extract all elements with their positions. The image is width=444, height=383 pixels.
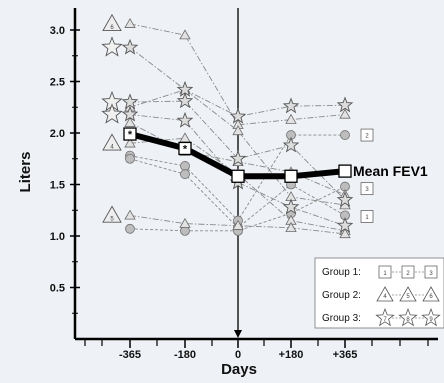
group1-box-label: 3 [365, 187, 369, 193]
legend-triangle-marker [422, 286, 440, 302]
star-point [121, 105, 139, 122]
legend-item-label: 2 [406, 271, 410, 277]
legend-item-label: 4 [383, 294, 387, 300]
triangle-start-marker [102, 133, 122, 151]
triangle-start-marker [102, 205, 122, 223]
legend-item-label: 8 [406, 317, 410, 323]
legend-group-label: Group 2: [322, 290, 361, 301]
y-tick-label: 1.0 [50, 231, 65, 243]
legend-square-marker [424, 265, 438, 279]
y-tick-label: 0.5 [50, 283, 65, 295]
legend-item-label: 9 [429, 317, 433, 323]
x-tick-label: 0 [235, 349, 241, 361]
mean-fev1-label: Mean FEV1 [353, 163, 428, 179]
circle-series-line [129, 186, 346, 232]
triangle-point [285, 113, 297, 124]
group1-box-marker [360, 182, 374, 196]
group1-box-marker [360, 210, 374, 223]
legend-star-marker [375, 307, 395, 327]
legend-item-label: 1 [383, 271, 387, 277]
star-point [336, 216, 354, 233]
legend-star-marker [398, 307, 418, 327]
mean-fev1-point [231, 169, 245, 183]
y-tick-label: 1.5 [50, 180, 65, 192]
x-tick-label: +365 [333, 349, 358, 361]
legend-item-label: 7 [383, 317, 387, 323]
legend-group-label: Group 3: [322, 313, 361, 324]
y-tick-label: 2.0 [50, 128, 65, 140]
legend-square-marker [401, 265, 415, 279]
mean-fev1-point [284, 169, 298, 183]
triangle-point [232, 125, 244, 136]
circle-point [125, 223, 135, 234]
star-point [282, 97, 300, 114]
group1-box-marker [360, 128, 374, 142]
star-start-marker [101, 36, 123, 57]
triangle-start-label: 6 [110, 25, 114, 31]
triangle-point [232, 219, 244, 230]
legend-item-label: 3 [429, 271, 433, 277]
group1-box-label: 1 [365, 215, 369, 221]
triangle-point [124, 209, 136, 220]
legend-triangle-marker [399, 286, 417, 302]
legend-group-label: Group 1: [322, 267, 361, 278]
star-point [336, 96, 354, 113]
triangle-start-marker [102, 13, 122, 32]
triangle-point [179, 217, 191, 228]
x-tick-label: -365 [119, 349, 141, 361]
triangle-point [179, 132, 191, 143]
mean-fev1-point [123, 127, 137, 141]
star-point [121, 38, 139, 55]
triangle-series-line [129, 89, 346, 206]
star-point [282, 136, 300, 153]
circle-point [340, 130, 350, 140]
star-point [176, 111, 194, 128]
x-tick-label: +180 [279, 349, 304, 361]
triangle-point [339, 228, 351, 239]
legend-square-marker [378, 265, 392, 279]
zero-day-arrowhead [234, 330, 242, 338]
star-point [229, 150, 247, 166]
star-point [121, 93, 139, 110]
significance-star: * [183, 143, 188, 155]
triangle-point [124, 18, 136, 28]
significance-star: * [128, 129, 133, 141]
triangle-point [179, 29, 191, 40]
star-point [176, 92, 194, 109]
triangle-point [124, 116, 136, 127]
legend-triangle-marker [376, 286, 394, 302]
triangle-start-label: 5 [110, 216, 114, 222]
y-axis-title: Liters [17, 152, 34, 193]
circle-point [180, 169, 190, 180]
triangle-point [124, 137, 136, 148]
star-series-line [129, 100, 346, 201]
legend-item-label: 5 [406, 294, 410, 300]
star-series-line [129, 114, 346, 227]
star-point [282, 198, 300, 215]
triangle-point [285, 221, 297, 232]
group1-box-label: 2 [365, 134, 369, 140]
triangle-point [339, 108, 351, 119]
circle-point [180, 161, 190, 171]
y-tick-label: 2.5 [50, 77, 65, 89]
legend-star-marker [421, 307, 441, 327]
star-start-marker [101, 103, 123, 124]
mean-fev1-point [178, 141, 192, 156]
x-tick-label: -180 [174, 349, 196, 361]
triangle-series-line [129, 23, 346, 126]
legend: Group 1: 1 2 3 Group 2: 4 5 6 Group 3: 7 8 9 [314, 257, 444, 329]
star-point [229, 107, 247, 124]
circle-point [125, 153, 135, 164]
triangle-start-label: 4 [110, 144, 114, 150]
y-tick-label: 3.0 [50, 25, 65, 37]
star-point [336, 191, 354, 208]
legend-item-label: 6 [429, 294, 433, 300]
mean-fev1-point [338, 164, 352, 178]
x-axis-title: Days [221, 361, 257, 378]
